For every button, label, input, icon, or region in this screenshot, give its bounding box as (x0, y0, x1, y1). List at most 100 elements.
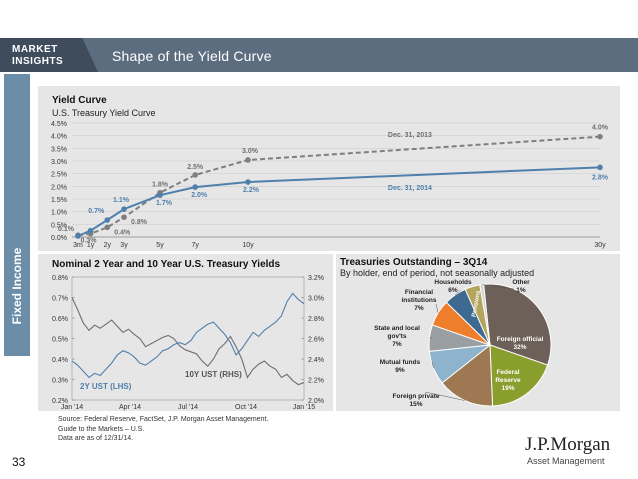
header-bar (0, 38, 638, 72)
yc-y-tick: 1.5% (51, 197, 67, 204)
pie-label-foreign-private: Foreign private (393, 393, 440, 400)
yc-point-2013 (245, 157, 251, 163)
yc-label-2013: 0.8% (131, 219, 148, 226)
yc-y-tick: 0.5% (51, 222, 67, 229)
page-title: Shape of the Yield Curve (112, 48, 272, 64)
ny-x-tick: Oct '14 (235, 404, 257, 411)
market-insights-badge: MARKET INSIGHTS (0, 38, 98, 72)
pie-leader-line (481, 284, 515, 290)
ny-line-10y (71, 297, 305, 386)
treasuries-subtitle: By holder, end of period, not seasonally… (340, 268, 535, 278)
yc-label-2013: 1.8% (152, 182, 169, 189)
source-line-2: Guide to the Markets – U.S. (58, 425, 145, 433)
pie-slice (489, 344, 549, 407)
pie-slice (441, 343, 494, 407)
yc-label-2013: 4.0% (592, 125, 609, 132)
yc-point-2013 (192, 172, 198, 178)
yc-label-2014: 1.7% (156, 200, 173, 207)
yc-x-tick: 2y (104, 242, 112, 249)
yc-label-2013: 0.1% (58, 226, 75, 233)
pie-label-financial: 7% (414, 305, 424, 312)
ny-x-tick: Jan '15 (293, 404, 315, 411)
yc-y-tick: 3.5% (51, 146, 67, 153)
ny-label-10y: 10Y UST (RHS) (185, 370, 242, 379)
yc-point-2013 (121, 214, 127, 221)
ny-left-tick: 0.5% (52, 337, 68, 344)
yc-point-2014 (104, 217, 111, 223)
ny-right-tick: 2.8% (308, 316, 324, 323)
pie-label-households: 6% (448, 287, 458, 294)
jpmorgan-logo: J.P.Morgan (525, 434, 611, 455)
pie-label-financial: institutions (401, 297, 436, 304)
yc-label-2013: 0.3% (81, 238, 98, 245)
source-line-3: Data are as of 12/31/14. (58, 435, 134, 442)
yc-y-tick: 4.0% (51, 134, 67, 141)
yc-x-tick: 3m (73, 242, 83, 249)
ny-left-tick: 0.2% (52, 398, 68, 405)
yc-point-2014 (192, 184, 198, 190)
pie-leader-line (435, 303, 439, 313)
yc-label-2013: 2.5% (187, 164, 204, 171)
source-note: Source: Federal Reserve, FactSet, J.P. M… (58, 415, 268, 444)
yc-y-tick: 2.5% (51, 172, 67, 179)
ny-left-tick: 0.3% (52, 378, 68, 385)
badge-line-2: INSIGHTS (12, 56, 64, 67)
yc-x-tick: 1y (87, 242, 95, 249)
badge-line-1: MARKET (12, 44, 58, 55)
pie-label-foreign-official: 32% (513, 344, 526, 351)
yc-point-2014 (245, 179, 251, 185)
ny-right-tick: 3.2% (308, 275, 324, 282)
yc-point-2014 (121, 206, 127, 212)
yc-label-2014: 0.7% (88, 208, 105, 215)
yc-label-2013: 0.4% (114, 229, 131, 236)
source-line-1: Source: Federal Reserve, FactSet, J.P. M… (58, 416, 269, 423)
pie-slice (483, 283, 552, 366)
ny-x-tick: Jan '14 (61, 404, 83, 411)
ny-right-tick: 2.2% (308, 378, 324, 385)
pie-label-state-local: 7% (392, 341, 402, 348)
yc-label-2014: 2.0% (191, 192, 208, 199)
yc-x-tick: 3y (120, 242, 128, 249)
ny-right-tick: 3.0% (308, 296, 324, 303)
yc-x-tick: 30y (594, 242, 606, 249)
pie-label-pensions: Pensions (471, 290, 482, 318)
pie-label-foreign-private: 15% (409, 401, 422, 408)
ny-right-tick: 2.6% (308, 337, 324, 344)
yc-line-2013 (77, 135, 601, 237)
pie-label-mutual-funds: 9% (395, 367, 405, 374)
yc-point-2013 (104, 224, 111, 231)
side-tab (4, 74, 30, 356)
pie-label-other: Other (512, 279, 530, 286)
ny-label-2y: 2Y UST (LHS) (80, 382, 132, 391)
ny-right-tick: 2.4% (308, 357, 324, 364)
ny-left-tick: 0.4% (52, 357, 68, 364)
ny-left-tick: 0.6% (52, 316, 68, 323)
pie-label-financial: Financial (405, 289, 433, 296)
yield-curve-title: Yield Curve (52, 95, 107, 106)
yc-series-name-2014: Dec. 31, 2014 (388, 185, 432, 192)
pie-leader-line (424, 391, 465, 401)
pie-label-mutual-funds: Mutual funds (380, 359, 421, 366)
yc-y-tick: 3.0% (51, 159, 67, 166)
nominal-yields-panel (38, 254, 333, 411)
yc-label-2014: 2.8% (592, 174, 609, 181)
yc-point-2014 (87, 227, 94, 234)
ny-left-tick: 0.7% (52, 296, 68, 303)
yc-x-tick: 7y (191, 242, 199, 249)
ny-right-tick: 2.0% (308, 398, 324, 405)
treasuries-title: Treasuries Outstanding – 3Q14 (340, 257, 488, 268)
ny-line-2y (71, 292, 305, 379)
yc-y-tick: 2.0% (51, 184, 67, 191)
yc-x-tick: 5y (156, 242, 164, 249)
ny-x-tick: Apr '14 (119, 404, 141, 411)
yc-label-2013: 3.0% (242, 148, 259, 155)
nominal-yields-title: Nominal 2 Year and 10 Year U.S. Treasury… (52, 259, 281, 270)
pie-label-federal-reserve: 19% (501, 385, 514, 392)
yc-point-2013 (597, 133, 603, 140)
ny-x-tick: Jul '14 (178, 404, 198, 411)
pie-leader-line (455, 289, 462, 296)
pie-label-households: Households (434, 279, 472, 286)
